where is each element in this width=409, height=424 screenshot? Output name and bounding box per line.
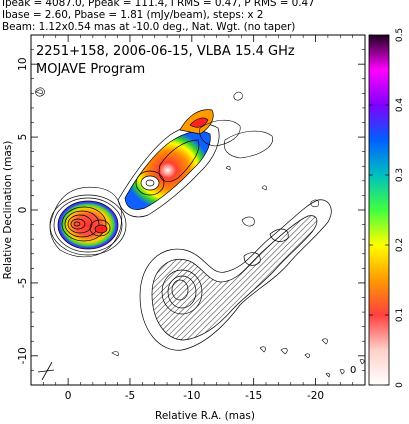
x-tick-label: 0 [65,390,72,402]
colorbar-tick-label: 0.5 [395,28,405,42]
axes: 0 -5 -10 -15 -20 -10 -5 0 5 10 [17,34,366,402]
y-axis-label: Relative Declination (mas) [2,141,14,280]
y-tick-label: 5 [17,134,29,141]
beam-ellipse [37,361,55,381]
y-tick-label: 10 [17,57,29,70]
chart-title: 2251+158, 2006-06-15, VLBA 15.4 GHz [36,44,295,59]
colorbar-tick-label: 0.2 [395,238,405,252]
colorbar-tick-label: 0.4 [395,98,405,113]
y-tick-label: 0 [17,207,29,214]
x-tick-label: -5 [125,390,135,402]
colorbar-tick-label: 0.1 [395,308,405,322]
header-line-3: Beam: 1.12x0.54 mas at -10.0 deg., Nat. … [2,21,296,33]
inset-annotation: 0 [350,365,356,376]
plot-area [35,87,365,381]
y-tick-label: -5 [17,278,29,288]
colorbar-tick-label: 0.3 [395,168,405,182]
header-line-2: Ibase = 2.60, Pbase = 1.81 (mJy/beam), s… [2,9,264,21]
y-tick-label: -10 [17,347,29,364]
colorbar-tick-label: 0 [395,382,405,388]
x-tick-label: -15 [245,390,262,402]
x-tick-label: -10 [183,390,200,402]
colorbar: 0 0.1 0.2 0.3 0.4 0.5 [368,28,405,388]
x-axis-label: Relative R.A. (mas) [155,410,255,422]
outer-contours [35,87,365,378]
chart-subtitle: MOJAVE Program [36,62,145,77]
jet-region [117,109,273,218]
polarization-inset [139,199,332,351]
x-tick-label: -20 [307,390,324,402]
header-line-1: Ipeak = 4087.0, Ppeak = 111.4, I RMS = 0… [2,0,315,9]
core-region [49,194,127,256]
colorbar-bar [368,34,390,386]
